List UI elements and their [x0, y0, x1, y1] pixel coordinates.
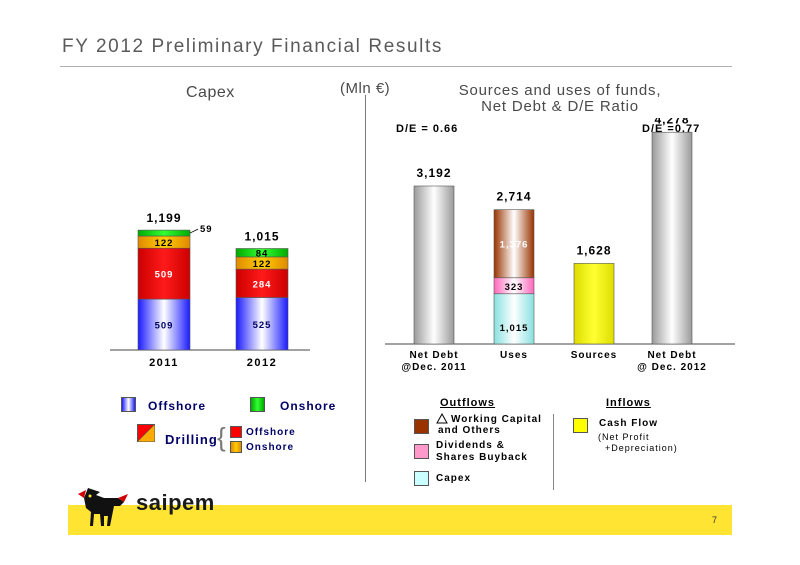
legend-label-onshore: Onshore — [280, 399, 337, 413]
chart-divider — [365, 95, 366, 482]
uses-bar-capex — [493, 293, 535, 345]
capex-seg-label-2012-onshore: 84 — [256, 249, 269, 260]
sources-value-label-2: 1,628 — [576, 243, 611, 257]
legend-separator — [553, 414, 554, 490]
legend-heading-inflows: Inflows — [606, 397, 651, 409]
capex-seg-label-2011-drilling-offshore: 509 — [155, 270, 174, 281]
sources-value-label-0: 3,192 — [416, 166, 451, 180]
uses-seg-label-working-capital: 1,376 — [500, 240, 529, 251]
legend-swatch-capex — [414, 471, 429, 486]
capex-onshore-2011-leader — [189, 228, 199, 234]
de-ratio-2011: D/E = 0.66 — [396, 123, 458, 135]
sources-value-label-3: 4,278 — [654, 118, 689, 126]
sources-category-line2-0: @Dec. 2011 — [401, 362, 466, 373]
legend-label-working-capital-line2: and Others — [438, 425, 501, 436]
legend-swatch-offshore — [121, 397, 136, 412]
legend-label-capex: Capex — [436, 473, 472, 484]
sources-bar-0 — [413, 185, 455, 345]
legend-label-drilling-offshore: Offshore — [246, 427, 296, 438]
logo-text: saipem — [136, 490, 215, 515]
title-rule — [60, 66, 732, 67]
sources-category-line1-2: Sources — [571, 350, 617, 361]
delta-icon — [436, 413, 448, 424]
sources-category-line1-0: Net Debt — [409, 350, 458, 361]
legend-brace: { — [217, 422, 226, 452]
footer-bar — [68, 505, 732, 535]
legend-label-offshore: Offshore — [148, 399, 207, 413]
legend-swatch-drilling — [137, 424, 155, 442]
legend-swatch-onshore — [250, 397, 265, 412]
capex-seg-label-2011-onshore: 59 — [200, 224, 213, 235]
sources-value-label-1: 2,714 — [496, 190, 531, 204]
capex-seg-label-2011-offshore: 509 — [155, 321, 174, 332]
capex-category-label-2012: 2012 — [247, 357, 277, 369]
legend-swatch-drilling-offshore — [230, 426, 242, 438]
sources-bar-3 — [651, 131, 693, 345]
capex-seg-label-2012-drilling-offshore: 284 — [253, 279, 272, 290]
capex-seg-label-2012-drilling-onshore: 122 — [253, 259, 272, 270]
capex-total-label-2011: 1,199 — [146, 211, 181, 225]
sources-title-line2: Net Debt & D/E Ratio — [481, 98, 639, 115]
sources-category-line1-1: Uses — [500, 350, 528, 361]
page-title: FY 2012 Preliminary Financial Results — [62, 36, 443, 57]
capex-seg-label-2012-offshore: 525 — [253, 320, 272, 331]
sources-category-line1-3: Net Debt — [647, 350, 696, 361]
six-legged-dog-logo-icon — [78, 488, 128, 526]
sources-bar-2 — [573, 263, 615, 345]
unit-label: (Mln €) — [340, 80, 391, 97]
capex-bar-2012-drilling-offshore — [235, 268, 289, 298]
legend-label-working-capital-line1: Working Capital — [451, 414, 542, 425]
capex-category-label-2011: 2011 — [149, 357, 179, 369]
capex-bar-2012-onshore — [235, 248, 289, 258]
sources-title-line1: Sources and uses of funds, — [458, 82, 662, 99]
legend-label-drilling: Drilling — [165, 432, 218, 447]
capex-seg-label-2011-drilling-onshore: 122 — [155, 238, 174, 249]
capex-bar-2011-onshore — [137, 229, 191, 237]
legend-swatch-dividends — [414, 444, 429, 459]
sources-category-line2-3: @ Dec. 2012 — [637, 362, 707, 373]
capex-chart-title: Capex — [186, 84, 235, 101]
capex-bar-2012-offshore — [235, 297, 289, 351]
legend-label-dividends-line1: Dividends & — [436, 440, 505, 451]
legend-heading-outflows: Outflows — [440, 397, 496, 409]
capex-bar-2011-drilling-offshore — [137, 247, 191, 300]
legend-swatch-cashflow — [573, 418, 588, 433]
legend-swatch-drilling-onshore — [230, 441, 242, 453]
uses-bar-working-capital — [493, 209, 535, 279]
legend-cashflow-sub1: (Net Profit — [598, 432, 650, 442]
legend-swatch-working-capital — [414, 419, 429, 434]
page-number: 7 — [712, 515, 718, 525]
legend-cashflow-sub2: +Depreciation) — [605, 443, 678, 453]
capex-total-label-2012: 1,015 — [244, 230, 279, 244]
uses-seg-label-capex: 1,015 — [500, 323, 529, 334]
legend-label-dividends-line2: Shares Buyback — [436, 452, 528, 463]
uses-seg-label-dividends: 323 — [505, 282, 524, 293]
capex-bar-2011-offshore — [137, 298, 191, 351]
legend-label-drilling-onshore: Onshore — [246, 442, 295, 453]
legend-label-cashflow: Cash Flow — [599, 418, 659, 429]
